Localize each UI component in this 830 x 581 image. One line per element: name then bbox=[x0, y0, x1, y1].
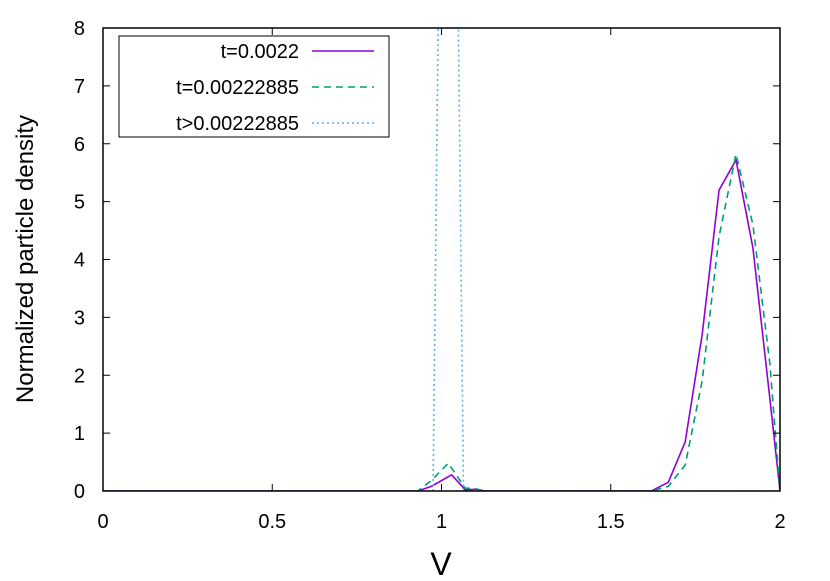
legend: t=0.0022 t=0.00222885 t>0.00222885 bbox=[118, 35, 390, 138]
y-tick-label: 5 bbox=[74, 192, 85, 214]
y-tick-label: 4 bbox=[74, 250, 85, 272]
y-axis: 0 1 2 3 4 5 6 7 8 bbox=[74, 18, 780, 503]
y-tick-label: 8 bbox=[74, 18, 85, 40]
series-group bbox=[103, 28, 780, 491]
y-tick-label: 0 bbox=[74, 481, 85, 503]
x-tick-label: 1.5 bbox=[597, 511, 625, 533]
legend-label-3: t>0.00222885 bbox=[176, 113, 299, 135]
y-tick-label: 1 bbox=[74, 423, 85, 445]
series-line-1 bbox=[103, 159, 780, 491]
x-tick-label: 2 bbox=[774, 511, 785, 533]
x-axis-label: V bbox=[430, 546, 452, 581]
legend-label-1: t=0.0022 bbox=[221, 41, 299, 63]
y-tick-label: 2 bbox=[74, 365, 85, 387]
x-tick-label: 0.5 bbox=[258, 511, 286, 533]
x-tick-label: 0 bbox=[97, 511, 108, 533]
legend-box bbox=[118, 35, 390, 138]
legend-label-2: t=0.00222885 bbox=[176, 77, 299, 99]
x-axis: 0 0.5 1 1.5 2 bbox=[97, 28, 786, 533]
y-tick-label: 7 bbox=[74, 76, 85, 98]
y-axis-label: Normalized particle density bbox=[12, 115, 39, 403]
y-tick-label: 3 bbox=[74, 307, 85, 329]
y-tick-label: 6 bbox=[74, 134, 85, 156]
series-line-2 bbox=[103, 153, 780, 491]
x-tick-label: 1 bbox=[436, 511, 447, 533]
